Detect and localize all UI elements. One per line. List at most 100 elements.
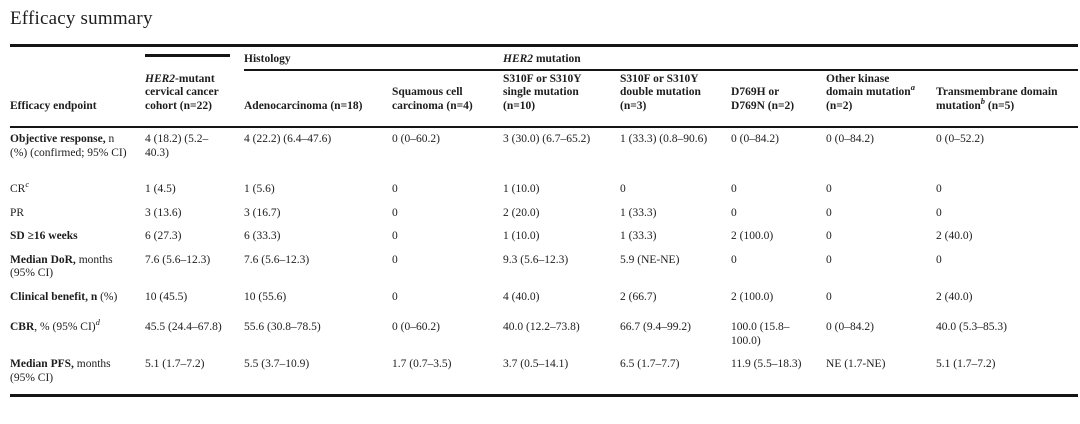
table-row-pr: PR 3 (13.6) 3 (16.7) 0 2 (20.0) 1 (33.3) 0 0 0	[10, 202, 1078, 226]
cell-cbr-s310-double-mutation: 66.7 (9.4–99.2)	[620, 321, 691, 333]
cell-median-pfs-cohort: 5.1 (1.7–7.2)	[145, 358, 205, 370]
cell-objective-response-d769h-d769n: 0 (0–84.2)	[731, 133, 779, 145]
cell-cbr-transmembrane-domain: 40.0 (5.3–85.3)	[936, 321, 1007, 333]
table-row-sd-16-weeks: SD ≥16 weeks 6 (27.3) 6 (33.3) 0 1 (10.0) 1 (…	[10, 225, 1078, 249]
cell-clinical-benefit-s310-single-mutation: 4 (40.0)	[503, 290, 540, 303]
cell-sd-16-weeks-other-kinase-domain: 0	[826, 230, 832, 242]
row-label-median-pfs: Median PFS, months (95% CI)	[10, 358, 111, 384]
column-header-other-kinase-domain: Other kinase domain mutationa (n=2)	[826, 69, 937, 128]
table-row-median-dor: Median DoR, months (95% CI) 7.6 (5.6–12.3…	[10, 249, 1078, 286]
cell-cr-adenocarcinoma: 1 (5.6)	[244, 183, 275, 195]
cell-sd-16-weeks-adenocarcinoma: 6 (33.3)	[244, 230, 281, 242]
table-body: Objective response, n (%) (confirmed; 95…	[10, 127, 1078, 396]
cell-pr-cohort: 3 (13.6)	[145, 206, 182, 219]
table-row-cr: CRc 1 (4.5) 1 (5.6) 0 1 (10.0) 0 0 0 0	[10, 178, 1078, 202]
endpoint-spacer	[10, 46, 145, 70]
cell-cbr-squamous-cell-carcinoma: 0 (0–60.2)	[392, 321, 440, 333]
cell-objective-response-transmembrane-domain: 0 (0–52.2)	[936, 133, 984, 145]
cell-objective-response-squamous-cell-carcinoma: 0 (0–60.2)	[392, 133, 440, 145]
efficacy-table: Histology HER2 mutation Efficacy endpoint H…	[10, 44, 1079, 397]
cell-median-dor-transmembrane-domain: 0	[936, 253, 942, 266]
row-label-clinical-benefit: Clinical benefit, n (%)	[10, 290, 118, 303]
table-row-clinical-benefit: Clinical benefit, n (%) 10 (45.5) 10 (55.6…	[10, 286, 1078, 317]
cell-clinical-benefit-squamous-cell-carcinoma: 0	[392, 290, 398, 303]
cell-pr-s310-single-mutation: 2 (20.0)	[503, 206, 540, 219]
cell-median-dor-other-kinase-domain: 0	[826, 253, 832, 266]
cell-cbr-d769h-d769n: 100.0 (15.8–100.0)	[731, 321, 790, 347]
cell-median-dor-squamous-cell-carcinoma: 0	[392, 253, 398, 266]
cell-median-dor-s310-single-mutation: 9.3 (5.6–12.3)	[503, 253, 569, 266]
cell-cbr-other-kinase-domain: 0 (0–84.2)	[826, 321, 874, 333]
cell-cr-transmembrane-domain: 0	[936, 183, 942, 195]
cell-objective-response-cohort: 4 (18.2) (5.2–40.3)	[145, 133, 209, 159]
cell-sd-16-weeks-s310-single-mutation: 1 (10.0)	[503, 230, 540, 242]
cohort-overline-rule	[145, 54, 230, 57]
column-header-transmembrane-domain: Transmembrane domain mutationb (n=5)	[936, 69, 1079, 128]
cell-objective-response-s310-double-mutation: 1 (33.3) (0.8–90.6)	[620, 133, 708, 145]
table-header: Histology HER2 mutation Efficacy endpoint H…	[10, 45, 1079, 128]
spanner-rule-cell	[145, 46, 244, 70]
cell-pr-other-kinase-domain: 0	[826, 206, 832, 219]
cell-cbr-s310-single-mutation: 40.0 (12.2–73.8)	[503, 321, 580, 333]
cell-pr-d769h-d769n: 0	[731, 206, 737, 219]
row-label-pr: PR	[10, 206, 25, 219]
cell-median-pfs-s310-double-mutation: 6.5 (1.7–7.7)	[620, 358, 680, 370]
cell-median-dor-d769h-d769n: 0	[731, 253, 737, 266]
column-header-s310-double-mutation: S310F or S310Y double mutation (n=3)	[620, 69, 732, 128]
group-header-histology: Histology	[244, 45, 504, 71]
column-header-d769h-d769n: D769H or D769N (n=2)	[731, 69, 827, 128]
cell-pr-adenocarcinoma: 3 (16.7)	[244, 206, 281, 219]
cell-clinical-benefit-s310-double-mutation: 2 (66.7)	[620, 290, 657, 303]
cell-sd-16-weeks-squamous-cell-carcinoma: 0	[392, 230, 398, 242]
cell-cr-d769h-d769n: 0	[731, 183, 737, 195]
table-row-cbr: CBR, % (95% CI)d 45.5 (24.4–67.8) 55.6 (30…	[10, 316, 1078, 353]
cell-pr-s310-double-mutation: 1 (33.3)	[620, 206, 657, 219]
cell-median-pfs-s310-single-mutation: 3.7 (0.5–14.1)	[503, 358, 569, 370]
cell-median-dor-s310-double-mutation: 5.9 (NE-NE)	[620, 253, 680, 266]
column-header-s310-single-mutation: S310F or S310Y single mutation (n=10)	[503, 69, 621, 128]
row-label-cr: CRc	[10, 179, 30, 195]
cell-clinical-benefit-transmembrane-domain: 2 (40.0)	[936, 290, 973, 303]
cell-sd-16-weeks-cohort: 6 (27.3)	[145, 230, 182, 242]
cell-clinical-benefit-other-kinase-domain: 0	[826, 290, 832, 303]
cell-median-pfs-d769h-d769n: 11.9 (5.5–18.3)	[731, 358, 802, 370]
cell-clinical-benefit-cohort: 10 (45.5)	[145, 290, 188, 303]
column-header-adenocarcinoma: Adenocarcinoma (n=18)	[244, 69, 392, 128]
cell-sd-16-weeks-s310-double-mutation: 1 (33.3)	[620, 230, 657, 242]
cell-pr-squamous-cell-carcinoma: 0	[392, 206, 398, 219]
column-header-cohort: HER2-mutant cervical cancer cohort (n=22…	[145, 69, 244, 128]
column-header-row: Efficacy endpoint HER2-mutant cervical ca…	[10, 69, 1079, 128]
row-label-sd-16-weeks: SD ≥16 weeks	[10, 230, 78, 242]
cell-objective-response-s310-single-mutation: 3 (30.0) (6.7–65.2)	[503, 133, 591, 145]
cell-median-pfs-adenocarcinoma: 5.5 (3.7–10.9)	[244, 358, 310, 370]
cell-objective-response-adenocarcinoma: 4 (22.2) (6.4–47.6)	[244, 133, 332, 145]
cell-cr-squamous-cell-carcinoma: 0	[392, 183, 398, 195]
corner-header-efficacy-endpoint: Efficacy endpoint	[10, 69, 145, 128]
table-row-median-pfs: Median PFS, months (95% CI) 5.1 (1.7–7.2)…	[10, 353, 1078, 396]
cell-cr-other-kinase-domain: 0	[826, 183, 832, 195]
cell-cbr-cohort: 45.5 (24.4–67.8)	[145, 321, 222, 333]
column-header-squamous-cell-carcinoma: Squamous cell carcinoma (n=4)	[392, 69, 504, 128]
cell-sd-16-weeks-d769h-d769n: 2 (100.0)	[731, 230, 774, 242]
page-title: Efficacy summary	[10, 8, 153, 29]
cell-cr-s310-double-mutation: 0	[620, 183, 626, 195]
table-row-objective-response: Objective response, n (%) (confirmed; 95…	[10, 127, 1078, 178]
cell-sd-16-weeks-transmembrane-domain: 2 (40.0)	[936, 230, 973, 242]
cell-median-pfs-transmembrane-domain: 5.1 (1.7–7.2)	[936, 358, 996, 370]
cell-cr-cohort: 1 (4.5)	[145, 183, 176, 195]
cell-clinical-benefit-adenocarcinoma: 10 (55.6)	[244, 290, 287, 303]
row-label-objective-response: Objective response, n (%) (confirmed; 95…	[10, 133, 127, 159]
cell-clinical-benefit-d769h-d769n: 2 (100.0)	[731, 290, 774, 303]
cell-median-pfs-other-kinase-domain: NE (1.7-NE)	[826, 358, 886, 370]
cell-median-dor-cohort: 7.6 (5.6–12.3)	[145, 253, 211, 266]
cell-pr-transmembrane-domain: 0	[936, 206, 942, 219]
cell-cr-s310-single-mutation: 1 (10.0)	[503, 183, 540, 195]
group-header-her2-mutation: HER2 mutation	[503, 45, 1079, 71]
cell-cbr-adenocarcinoma: 55.6 (30.8–78.5)	[244, 321, 321, 333]
row-label-median-dor: Median DoR, months (95% CI)	[10, 253, 113, 280]
spanner-row: Histology HER2 mutation	[10, 45, 1079, 71]
cell-objective-response-other-kinase-domain: 0 (0–84.2)	[826, 133, 874, 145]
cell-median-pfs-squamous-cell-carcinoma: 1.7 (0.7–3.5)	[392, 358, 452, 370]
row-label-cbr: CBR, % (95% CI)d	[10, 317, 100, 333]
cell-median-dor-adenocarcinoma: 7.6 (5.6–12.3)	[244, 253, 310, 266]
